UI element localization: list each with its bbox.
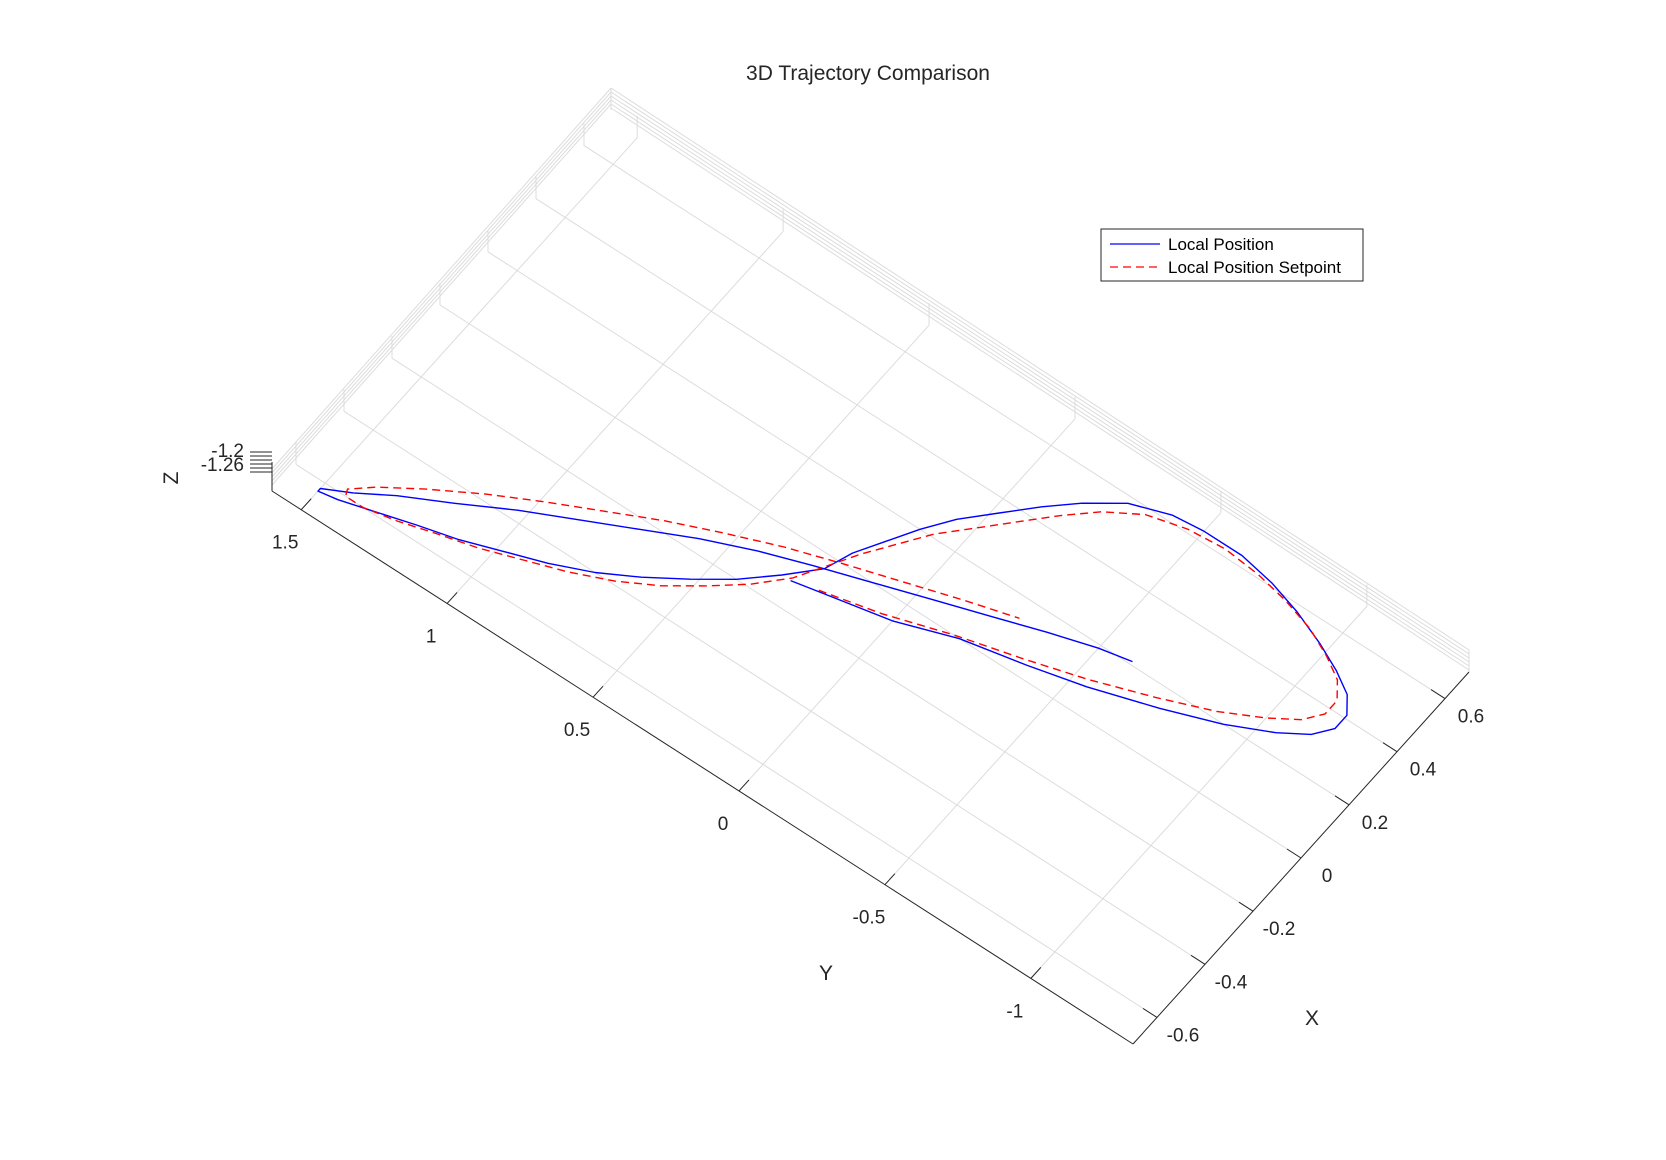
- x-tick-mark: [1142, 1008, 1158, 1018]
- y-tick-mark: [300, 498, 312, 511]
- z-axis-label: Z: [160, 471, 183, 484]
- y-tick-label: 0.5: [564, 720, 590, 741]
- x-tick-mark: [1190, 954, 1206, 965]
- y-grid-line: [738, 418, 1076, 792]
- y-grid-line: [1030, 606, 1368, 979]
- y-grid-line: [300, 137, 638, 511]
- x-tick-label: 0.4: [1410, 760, 1437, 781]
- z-tick-marks: [250, 451, 272, 473]
- grid-lines: [295, 115, 1446, 1018]
- y-tick-mark: [1030, 967, 1042, 979]
- series-layer: [317, 486, 1348, 736]
- y-tick-label: 0: [718, 814, 729, 835]
- y-tick-mark: [446, 592, 458, 604]
- x-grid-line: [343, 410, 1206, 965]
- y-grid-line: [446, 231, 784, 604]
- x-tick-label: 0.2: [1362, 813, 1388, 834]
- z-tick-label: -1.26: [201, 455, 244, 476]
- z-tick-label: -1.2: [211, 441, 244, 462]
- tick-marks: [300, 498, 1446, 1018]
- back-walls: [271, 87, 1470, 672]
- y-tick-label: -0.5: [853, 908, 886, 929]
- y-axis-label: Y: [819, 962, 833, 985]
- y-tick-mark: [884, 873, 896, 885]
- y-grid-line: [592, 324, 930, 698]
- legend-box: [1100, 228, 1364, 282]
- x-tick-mark: [1238, 901, 1254, 912]
- series-local-position: [317, 487, 1348, 736]
- series-local-position-setpoint: [344, 486, 1339, 721]
- x-tick-label: -0.2: [1263, 919, 1296, 940]
- tick-labels: -0.6 -0.4 -0.2 0 0.2 0.4 0.6 -1 -0.5 0 0.5 1 1.5: [272, 533, 1484, 1047]
- x-tick-mark: [1334, 795, 1350, 806]
- legend-label-local-position: Local Position: [1168, 235, 1274, 254]
- x-tick-label: -0.6: [1167, 1025, 1200, 1046]
- y-axis-line: [271, 490, 1134, 1045]
- legend: Local Position Local Position Setpoint: [1100, 228, 1364, 282]
- y-grid-line: [884, 512, 1222, 885]
- x-grid-line: [391, 357, 1254, 912]
- x-tick-label: 0: [1322, 866, 1333, 887]
- y-tick-mark: [738, 779, 750, 792]
- y-tick-label: 1.5: [272, 533, 298, 554]
- x-tick-mark: [1286, 848, 1302, 859]
- x-axis-label: X: [1305, 1007, 1319, 1030]
- x-tick-label: 0.6: [1458, 707, 1484, 728]
- x-tick-label: -0.4: [1215, 972, 1248, 993]
- y-tick-label: -1: [1006, 1001, 1023, 1022]
- chart-title: 3D Trajectory Comparison: [746, 62, 990, 85]
- axes-floor: [272, 110, 1469, 1044]
- x-grid-line: [583, 145, 1446, 699]
- y-tick-label: 1: [426, 626, 437, 647]
- x-grid-line: [535, 198, 1398, 753]
- legend-label-setpoint: Local Position Setpoint: [1168, 258, 1341, 277]
- x-grid-line: [295, 464, 1158, 1018]
- x-grid-line: [487, 251, 1350, 806]
- x-tick-mark: [1430, 689, 1446, 699]
- y-tick-mark: [592, 685, 604, 698]
- x-tick-mark: [1382, 742, 1398, 753]
